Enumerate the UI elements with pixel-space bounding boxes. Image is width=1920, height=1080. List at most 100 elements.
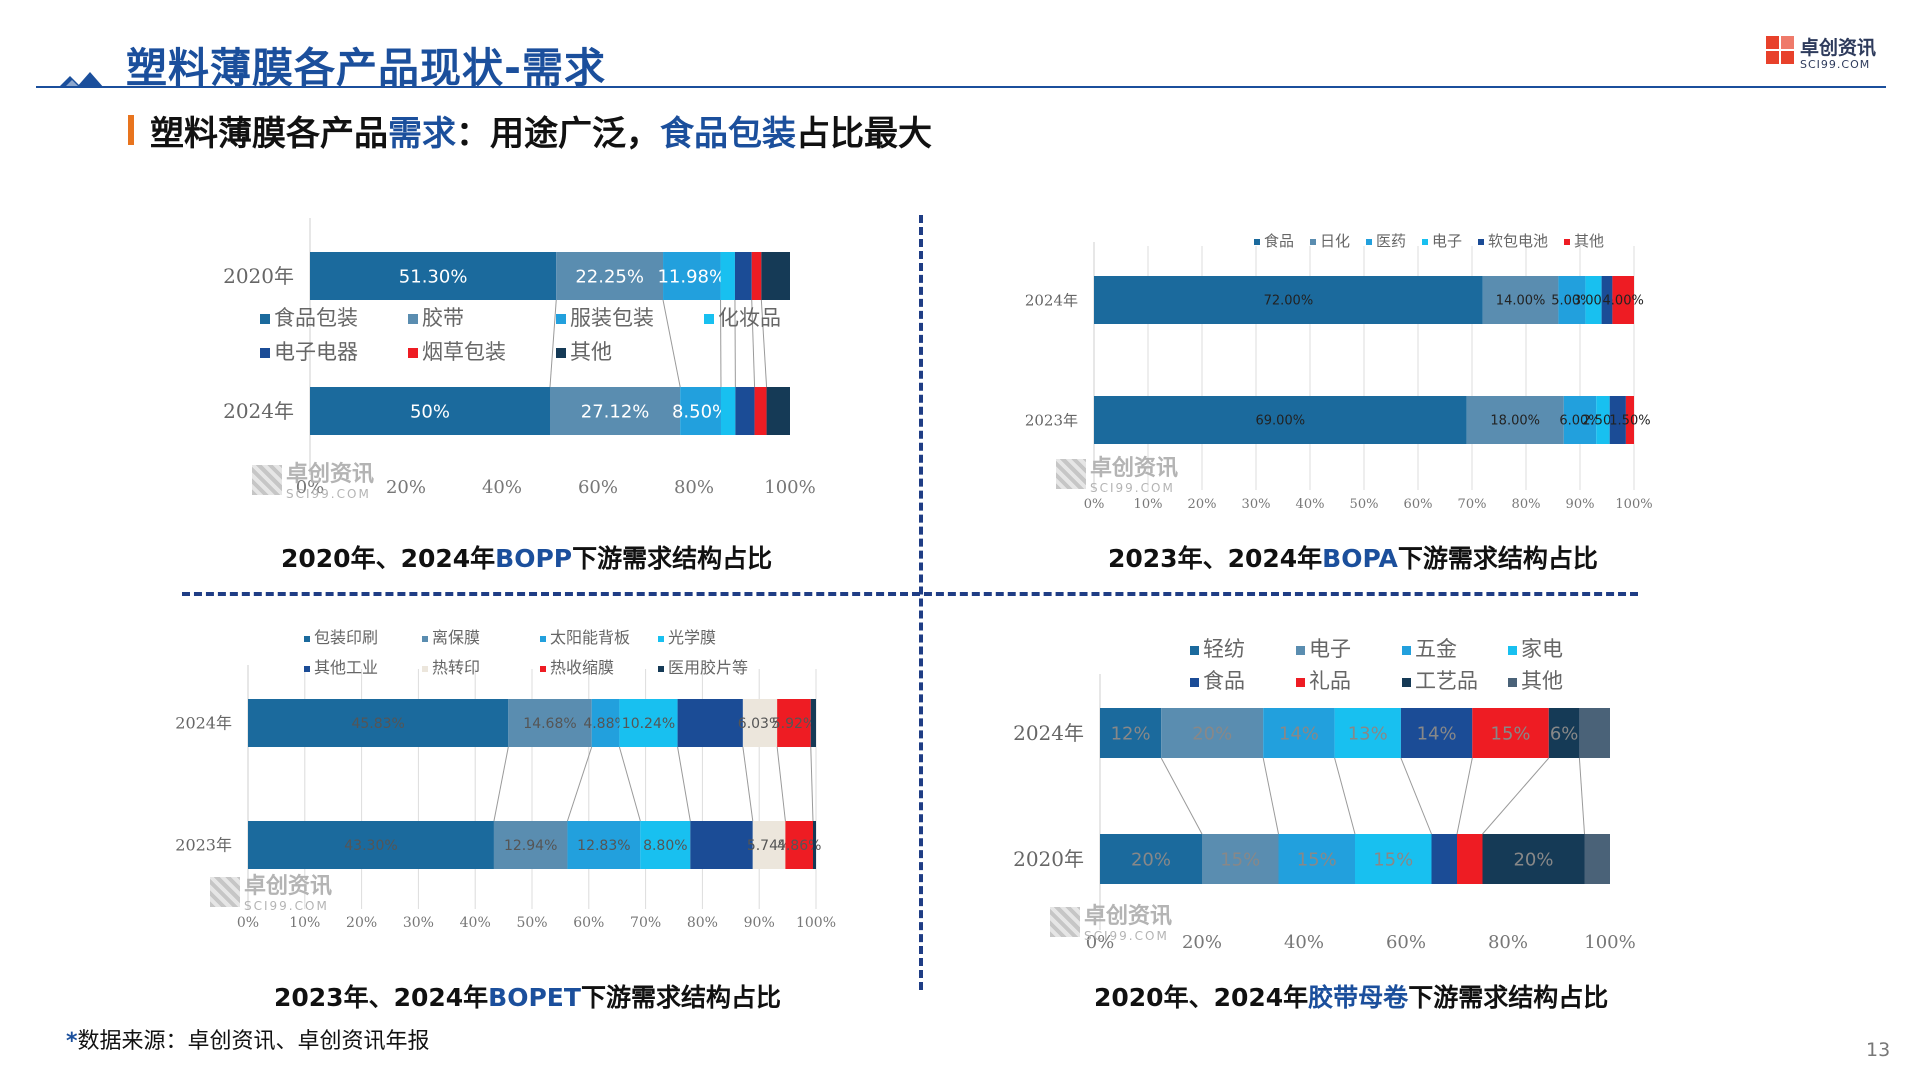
tape-chart: 2024年 12% 20% 14% 13% 14% 15% 6% 2020年 20% 15% 15% 1… [1013, 637, 1636, 953]
data-label: 15% [1491, 723, 1531, 744]
slide-subtitle: 塑料薄膜各产品需求：用途广泛，食品包装占比最大 [150, 106, 932, 155]
data-label: 11.98% [657, 266, 726, 287]
x-tick-label: 70% [630, 915, 661, 931]
bar-segment [734, 252, 752, 300]
legend-swatch [1422, 239, 1428, 245]
bar-segment [690, 821, 753, 869]
x-tick-label: 0% [1084, 497, 1105, 512]
x-tick-label: 100% [796, 915, 836, 931]
watermark: 卓创资讯 SCI99.COM [1050, 905, 1172, 943]
legend-swatch [1190, 646, 1199, 655]
data-label: 6.00% [1559, 414, 1600, 429]
page-number: 13 [1866, 1039, 1891, 1061]
bar-segment [735, 387, 755, 435]
x-tick-label: 60% [578, 477, 618, 498]
data-label: 5.74% [747, 838, 791, 854]
watermark-logo-icon [1050, 907, 1080, 937]
watermark-sub: SCI99.COM [286, 487, 371, 501]
data-label: 10.24% [622, 716, 675, 732]
x-tick-label: 100% [764, 477, 815, 498]
series-connector [1482, 757, 1550, 835]
caption-part: 下游需求结构占比 [1397, 544, 1598, 573]
data-label: 4.86% [777, 838, 821, 854]
legend-label: 软包电池 [1488, 232, 1548, 250]
x-tick-label: 40% [1284, 932, 1324, 953]
category-label: 2024年 [223, 399, 294, 423]
series-connector [742, 746, 754, 822]
bar-segment [766, 387, 790, 435]
legend-label: 服装包装 [570, 306, 654, 330]
legend-label: 化妆品 [718, 306, 781, 330]
data-label: 12.94% [504, 838, 557, 854]
legend-label: 电子 [1309, 637, 1351, 661]
x-tick-label: 70% [1458, 497, 1487, 512]
legend-label: 其他 [1574, 232, 1604, 250]
bar-segment [310, 387, 550, 435]
series-connector [1578, 757, 1585, 835]
series-connector [618, 746, 641, 822]
page-title: 塑料薄膜各产品现状-需求 [126, 44, 607, 92]
legend-label: 电子电器 [274, 340, 358, 364]
watermark: 卓创资讯 SCI99.COM [252, 462, 375, 501]
series-connector [566, 746, 593, 822]
legend-swatch [304, 666, 310, 672]
x-tick-label: 60% [573, 915, 604, 931]
caption-part: 2020年、2024年 [1094, 983, 1309, 1012]
bar-segment [1579, 708, 1610, 758]
legend-label: 医用胶片等 [668, 658, 748, 677]
watermark-sub: SCI99.COM [1084, 929, 1169, 943]
bar-segment [810, 699, 816, 747]
data-source-note: *数据来源：卓创资讯、卓创资讯年报 [66, 1023, 430, 1055]
bar-segment [1482, 276, 1559, 324]
bopp-chart: 2020年 51.30% 22.25% 11.98% 2024年 50% 27.12% 8.5… [223, 218, 816, 498]
data-label: 20% [1131, 849, 1171, 870]
x-tick-label: 90% [744, 915, 775, 931]
bar-segment [508, 699, 592, 747]
bar-segment [1100, 834, 1202, 884]
bopp-caption: 2020年、2024年BOPP下游需求结构占比 [281, 539, 772, 575]
series-connector [810, 746, 814, 822]
x-tick-label: 80% [687, 915, 718, 931]
legend-swatch [658, 636, 664, 642]
bar-segment [720, 387, 736, 435]
series-connector [1334, 757, 1356, 835]
x-tick-label: 60% [1404, 497, 1433, 512]
series-connector [1400, 757, 1432, 835]
data-label: 13% [1348, 723, 1388, 744]
bar-segment [1548, 708, 1580, 758]
bar-segment [1601, 276, 1613, 324]
bar-segment [1625, 396, 1634, 444]
bar-segment [556, 252, 664, 300]
data-label: 6% [1550, 723, 1579, 744]
data-label: 14.00% [1496, 294, 1546, 309]
x-tick-label: 60% [1386, 932, 1426, 953]
bar-segment [1482, 834, 1585, 884]
legend-label: 电子 [1432, 232, 1462, 250]
series-connector [662, 299, 681, 388]
bopa-caption: 2023年、2024年BOPA下游需求结构占比 [1108, 539, 1598, 575]
watermark: 卓创资讯 SCI99.COM [210, 875, 332, 913]
watermark-sub: SCI99.COM [244, 899, 329, 913]
bar-segment [1585, 276, 1602, 324]
legend-swatch [540, 636, 546, 642]
x-tick-label: 20% [346, 915, 377, 931]
caption-part: 下游需求结构占比 [572, 544, 773, 573]
bar-segment [1094, 396, 1467, 444]
subtitle-highlight: 食品包装 [660, 114, 796, 154]
caption-highlight: BOPET [488, 983, 581, 1012]
bar-segment [1094, 276, 1483, 324]
data-label: 14.68% [523, 716, 576, 732]
x-tick-label: 40% [460, 915, 491, 931]
legend-swatch [422, 666, 428, 672]
bar-segment [1457, 834, 1483, 884]
note-star: * [66, 1029, 78, 1054]
watermark-name: 卓创资讯 [286, 462, 375, 487]
legend-swatch [1402, 646, 1411, 655]
data-label: 69.00% [1256, 414, 1306, 429]
bar-segment [1161, 708, 1264, 758]
bar-segment [761, 252, 790, 300]
legend-swatch [408, 314, 418, 324]
caption-part: 下游需求结构占比 [580, 983, 781, 1012]
series-connector [776, 746, 786, 822]
data-label: 15% [1220, 849, 1260, 870]
